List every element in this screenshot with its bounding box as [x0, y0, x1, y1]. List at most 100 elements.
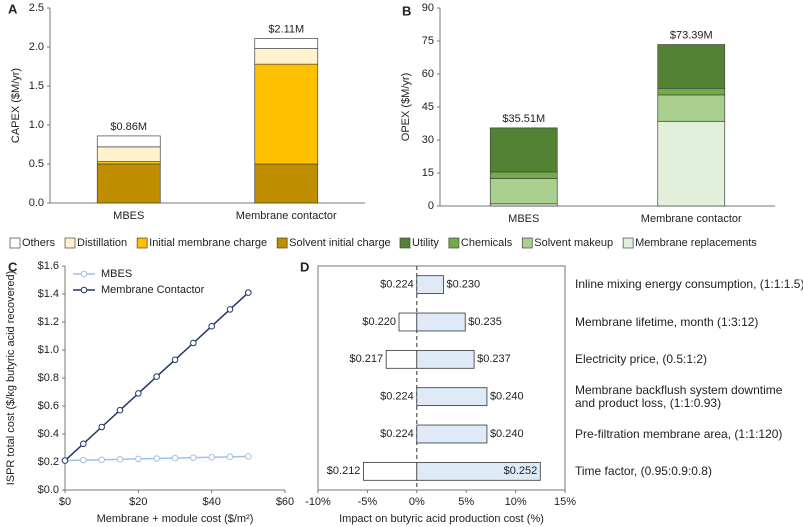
data-point — [116, 406, 124, 414]
high-bar — [416, 275, 444, 295]
y-tick-label: $1.0 — [38, 344, 59, 356]
x-axis-title: Membrane + module cost ($/m²) — [97, 513, 254, 525]
panel-label: C — [8, 259, 18, 274]
x-tick-label: Membrane contactor — [641, 213, 742, 225]
legend-marker — [80, 286, 88, 294]
data-point — [116, 456, 124, 463]
y-tick-label: $0.6 — [38, 400, 59, 412]
high-label: $0.240 — [490, 391, 524, 403]
bar-segment — [489, 171, 558, 179]
x-axis-title: Impact on butyric acid production cost (… — [339, 513, 544, 525]
bar-segment — [657, 120, 726, 207]
data-point — [153, 455, 160, 462]
data-point — [190, 454, 197, 461]
category-label: Membrane backflush system downtime and p… — [575, 382, 783, 410]
y-tick-label: 0.5 — [29, 158, 44, 170]
y-tick-label: 75 — [422, 35, 434, 47]
y-tick-label: 1.0 — [29, 119, 44, 131]
data-point — [226, 453, 234, 461]
y-tick-label: $0.0 — [38, 484, 59, 496]
bar-segment — [657, 44, 726, 89]
x-tick-label: MBES — [508, 213, 539, 225]
y-tick-label: $1.4 — [38, 288, 59, 300]
y-tick-label: $0.8 — [38, 372, 59, 384]
legend-label: MBES — [101, 268, 132, 280]
y-tick-label: $1.2 — [38, 316, 59, 328]
category-label: Inline mixing energy consumption, (1:1:1… — [575, 277, 803, 292]
data-point — [226, 306, 234, 313]
bar-segment — [254, 63, 319, 165]
high-bar — [416, 387, 488, 407]
category-label: Time factor, (0.95:0.9:0.8) — [575, 463, 712, 478]
data-point — [98, 423, 105, 431]
bar-segment — [254, 38, 319, 49]
data-point — [61, 457, 69, 464]
data-point — [80, 456, 87, 464]
legend-marker — [80, 270, 88, 278]
data-point — [171, 356, 179, 364]
low-label: $0.220 — [362, 316, 396, 328]
y-tick-label: 30 — [422, 134, 434, 146]
low-label: $0.217 — [350, 353, 384, 365]
high-label: $0.235 — [468, 316, 502, 328]
x-tick-label: MBES — [113, 210, 144, 222]
low-label: $0.224 — [380, 391, 414, 403]
data-point — [208, 322, 215, 330]
y-tick-label: 1.5 — [29, 80, 44, 92]
high-bar — [416, 349, 475, 369]
high-bar — [416, 424, 488, 444]
high-label: $0.230 — [446, 279, 480, 291]
x-tick-label: 0% — [409, 496, 425, 508]
x-tick-label: -10% — [305, 496, 331, 508]
legend-label: Solvent makeup — [534, 237, 613, 249]
x-tick-label: 10% — [505, 496, 527, 508]
total-label: $35.51M — [502, 113, 545, 125]
bar-segment — [657, 87, 726, 96]
category-label: Time factor, (0.95:0.9:0.8) — [575, 463, 712, 478]
low-label: $0.224 — [380, 279, 414, 291]
bar-segment — [96, 161, 161, 165]
legend-swatch — [276, 237, 288, 249]
legend-swatch — [521, 237, 533, 249]
legend-label: Membrane Contactor — [101, 284, 205, 296]
low-bar — [385, 349, 418, 369]
x-tick-label: 5% — [458, 496, 474, 508]
legend-label: Distillation — [77, 237, 127, 249]
y-tick-label: 2.0 — [29, 41, 44, 53]
y-tick-label: 90 — [422, 2, 434, 14]
data-point — [153, 373, 160, 380]
y-tick-label: 0 — [428, 200, 434, 212]
y-tick-label: $0.2 — [38, 456, 59, 468]
panel-label: A — [8, 1, 18, 16]
y-tick-label: 15 — [422, 167, 434, 179]
low-label: $0.212 — [327, 465, 361, 477]
legend-label: Membrane replacements — [635, 237, 757, 249]
category-label: Electricity price, (0.5:1:2) — [575, 352, 707, 365]
low-bar — [363, 461, 418, 481]
bar-segment — [489, 127, 558, 173]
bar-segment — [657, 94, 726, 122]
y-tick-label: 0.0 — [29, 197, 44, 209]
high-bar — [416, 312, 466, 332]
category-label: Membrane lifetime, month (1:3:12) — [575, 314, 759, 329]
legend-label: Utility — [412, 237, 439, 249]
data-point — [135, 390, 142, 397]
x-tick-label: 15% — [554, 496, 576, 508]
category-label: Membrane lifetime, month (1:3:12) — [575, 314, 759, 329]
bar-segment — [96, 135, 161, 148]
low-bar — [398, 312, 418, 332]
panel-label: D — [300, 259, 309, 274]
total-label: $2.11M — [268, 23, 304, 35]
category-label: Membrane backflush system downtime and p… — [575, 382, 783, 410]
x-tick-label: $20 — [129, 496, 147, 508]
y-axis-title: CAPEX ($M/yr) — [10, 68, 22, 143]
y-axis-title: ISPR total cost ($/kg butyric acid recov… — [5, 271, 17, 486]
x-tick-label: $40 — [202, 496, 220, 508]
legend-label: Chemicals — [461, 237, 513, 249]
y-tick-label: $0.4 — [38, 428, 59, 440]
data-point — [208, 453, 215, 461]
category-label: Inline mixing energy consumption, (1:1:1… — [575, 277, 803, 292]
legend-swatch — [9, 237, 21, 249]
high-label: $0.237 — [477, 353, 511, 365]
legend-swatch — [136, 237, 148, 249]
